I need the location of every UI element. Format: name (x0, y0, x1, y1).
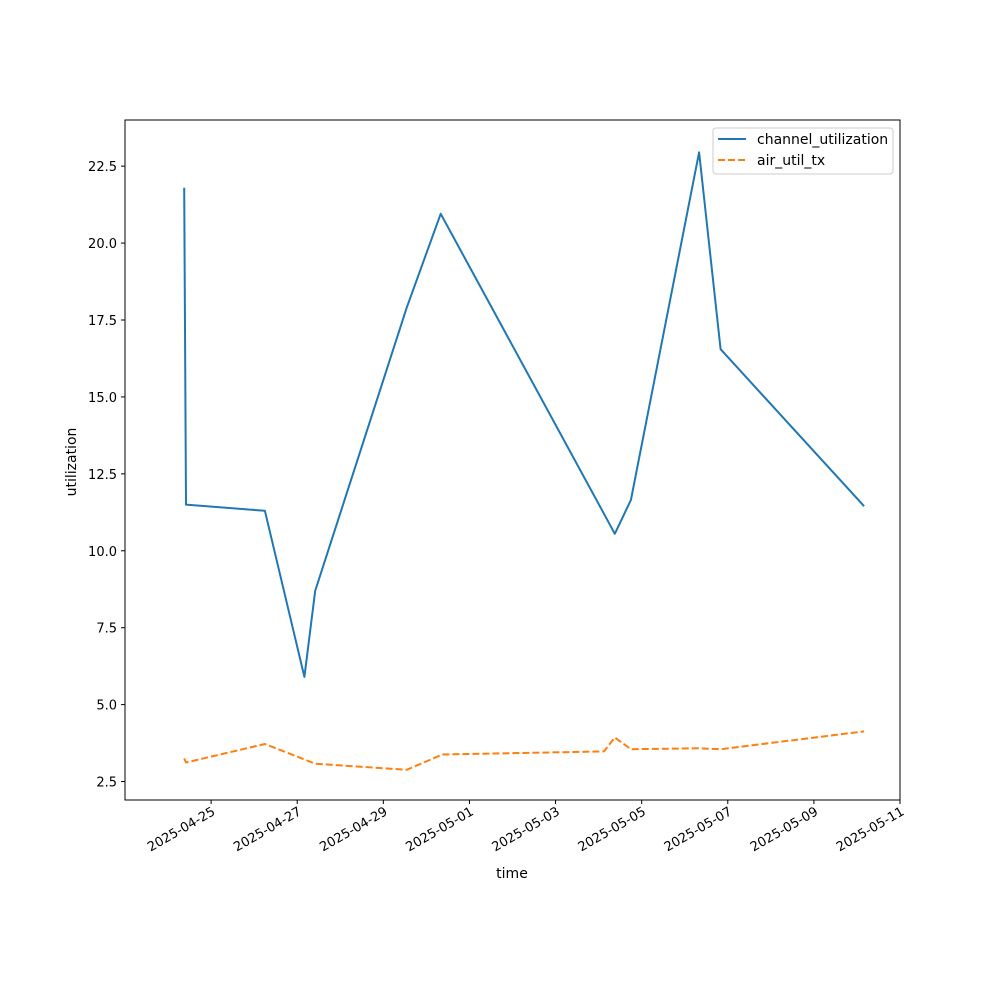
y-tick-label: 15.0 (88, 391, 117, 406)
axes-frame (124, 119, 901, 801)
y-tick-label: 10.0 (88, 545, 117, 560)
y-tick-label: 20.0 (88, 237, 117, 252)
legend-box (712, 127, 894, 175)
y-axis-ticks: 2.5 5.0 7.5 10.0 12.5 15.0 17.5 20.0 22.5 (88, 160, 125, 791)
series-line-air-util-tx (183, 730, 865, 771)
y-axis-label: utilization (64, 428, 80, 497)
series-layer (183, 151, 865, 771)
plot-area (125, 120, 900, 800)
x-axis-label: time (496, 866, 528, 882)
y-tick-label: 12.5 (88, 468, 117, 483)
legend: channel_utilization air_util_tx (712, 127, 894, 175)
legend-label: air_util_tx (757, 153, 825, 169)
y-tick-label: 17.5 (88, 314, 117, 329)
y-tick-label: 22.5 (88, 160, 117, 175)
legend-label: channel_utilization (757, 132, 888, 148)
y-tick-label: 2.5 (96, 776, 117, 791)
y-tick-label: 7.5 (96, 622, 117, 637)
y-tick-label: 5.0 (96, 699, 117, 714)
series-line-channel-utilization (183, 151, 865, 678)
